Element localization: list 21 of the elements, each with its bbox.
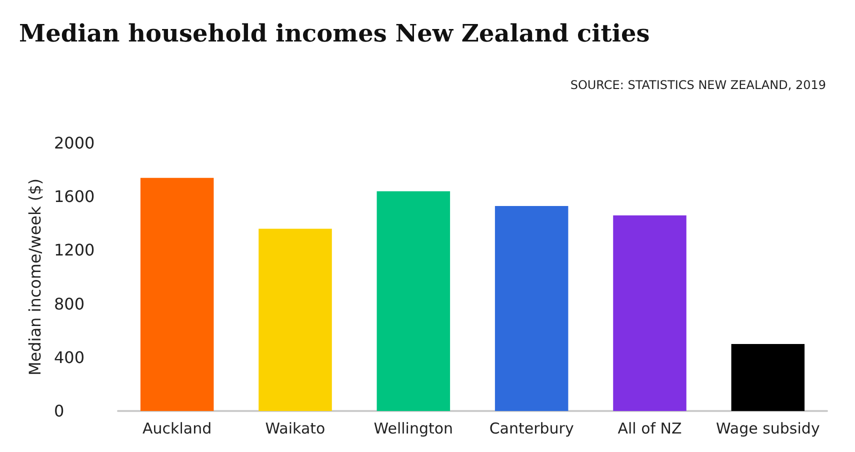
source-note: SOURCE: STATISTICS NEW ZEALAND, 2019 [570,78,826,92]
y-axis-title: Median income/week ($) [26,178,45,376]
x-tick-label: Auckland [142,420,212,438]
x-tick-label: Wage subsidy [716,420,820,438]
bar [731,344,805,411]
bar [376,191,450,411]
bar [613,215,686,411]
x-tick-label: Wellington [374,420,454,438]
y-tick-label: 0 [54,402,64,420]
y-tick-label: 800 [54,294,85,314]
x-tick-label: Canterbury [489,420,574,438]
x-tick-label: Waikato [265,420,326,438]
y-tick-label: 400 [54,348,85,367]
bar [494,206,568,411]
chart-title: Median household incomes New Zealand cities [19,18,650,48]
y-tick-label: 1200 [54,240,95,260]
bar [140,178,214,411]
x-tick-label: All of NZ [618,420,682,438]
y-tick-label: 2000 [54,134,95,152]
bar [258,228,332,411]
y-tick-label: 1600 [54,187,95,206]
